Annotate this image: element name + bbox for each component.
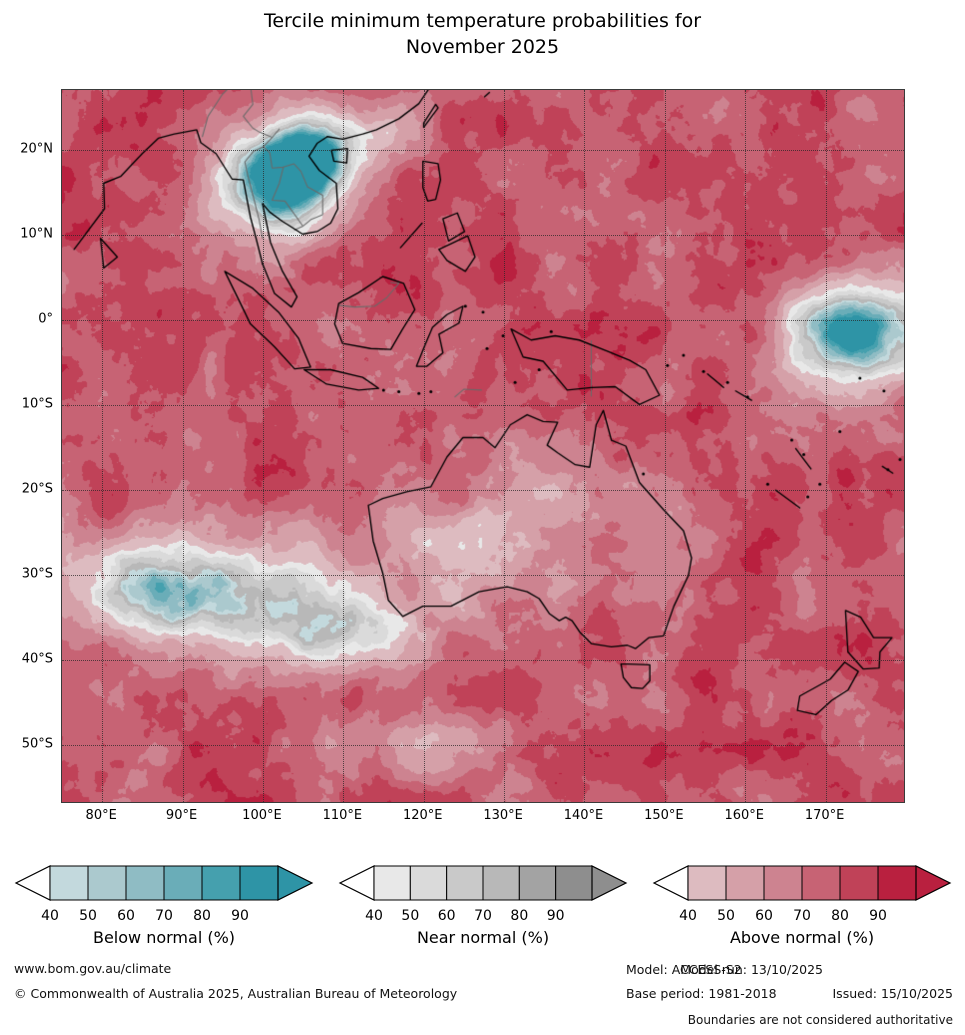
colorbar-swatch (163, 865, 203, 901)
colorbar-tick-label: 90 (546, 908, 565, 924)
y-axis-tick-label: 30°S (21, 566, 53, 581)
colorbar-tick-label: 90 (869, 908, 887, 924)
colorbar-swatch (125, 865, 165, 901)
colorbar-tick-label: 90 (231, 908, 249, 924)
x-axis-tick-label: 90°E (165, 808, 198, 823)
colorbar-under-arrow (338, 865, 375, 901)
colorbar-tick-label: 80 (831, 908, 849, 924)
y-axis-tick-label: 50°S (21, 736, 53, 751)
colorbar-below: 40 50 60 70 80 90 Below normal (%) (14, 862, 314, 954)
colorbar-tick-label: 70 (793, 908, 811, 924)
colorbar-over-arrow (915, 865, 952, 901)
colorbar-swatch (409, 865, 448, 901)
x-axis-tick-label: 120°E (402, 808, 443, 823)
colorbar-tick-label: 60 (117, 908, 135, 924)
footer-model-run: Model run: 13/10/2025 (680, 962, 823, 977)
x-axis-tick-label: 170°E (804, 808, 845, 823)
colorbar-swatches-near (338, 865, 628, 901)
colorbar-over-arrow (591, 865, 628, 901)
footer-base-period: Base period: 1981-2018 (626, 986, 777, 1001)
colorbar-swatch (87, 865, 127, 901)
footer-issued: Issued: 15/10/2025 (832, 986, 954, 1001)
colorbar-swatch (482, 865, 520, 901)
colorbar-tick-label: 50 (79, 908, 97, 924)
x-axis-tick-label: 80°E (85, 808, 117, 823)
colorbar-tick-label: 60 (437, 908, 456, 924)
colorbar-swatch (877, 865, 917, 901)
x-axis-tick-label: 110°E (322, 808, 363, 823)
colorbar-swatches-above (652, 865, 952, 901)
colorbar-title-above: Above normal (%) (729, 928, 875, 947)
probability-map-canvas (62, 90, 904, 802)
page-title: Tercile minimum temperature probabilitie… (263, 10, 702, 58)
x-axis-tick-label: 140°E (563, 808, 604, 823)
colorbar-swatch (518, 865, 557, 901)
colorbar-tick-label: 40 (679, 908, 697, 924)
footer-boundaries-disclaimer: Boundaries are not considered authoritat… (687, 1013, 953, 1027)
colorbar-swatch (725, 865, 765, 901)
colorbar-swatch (839, 865, 879, 901)
colorbar-swatch (239, 865, 279, 901)
y-axis-tick-label: 20°S (21, 481, 53, 496)
colorbar-swatch (687, 865, 727, 901)
colorbar-tick-label: 80 (193, 908, 211, 924)
y-axis-tick-label: 20°N (20, 141, 53, 156)
colorbar-title-below: Below normal (%) (92, 928, 236, 947)
x-axis-tick-label: 100°E (242, 808, 282, 823)
colorbar-swatch (555, 865, 593, 901)
x-axis-tick-label: 130°E (483, 808, 523, 823)
map-plot-area[interactable] (61, 89, 905, 803)
x-axis-tick-label: 150°E (644, 808, 684, 823)
colorbar-swatch (49, 865, 89, 901)
colorbar-swatch (201, 865, 241, 901)
colorbar-above: 40 50 60 70 80 90 Above normal (%) (652, 862, 952, 954)
colorbar-under-arrow (14, 865, 51, 901)
colorbar-near: 40 50 60 70 80 90 Near normal (%) (338, 862, 628, 954)
y-axis-tick-label: 10°S (21, 396, 53, 411)
colorbar-under-arrow (652, 865, 689, 901)
colorbar-over-arrow (277, 865, 314, 901)
colorbar-swatch (763, 865, 803, 901)
colorbar-tick-label: 80 (510, 908, 529, 924)
colorbar-tick-label: 70 (155, 908, 173, 924)
colorbar-tick-label: 50 (717, 908, 735, 924)
colorbar-tick-label: 70 (474, 908, 492, 924)
x-axis-tick-label: 160°E (724, 808, 764, 823)
colorbar-swatch (801, 865, 841, 901)
colorbar-swatch (373, 865, 411, 901)
y-axis-tick-label: 40°S (21, 651, 53, 666)
colorbar-swatches-below (14, 865, 314, 901)
footer-model: Model: ACCESS-S2 (626, 962, 742, 977)
colorbar-tick-label: 50 (401, 908, 420, 924)
footer-url[interactable]: www.bom.gov.au/climate (14, 961, 172, 976)
colorbar-swatch (446, 865, 484, 901)
y-axis-tick-label: 10°N (20, 226, 53, 241)
footer-copyright: © Commonwealth of Australia 2025, Austra… (14, 986, 458, 1001)
colorbar-tick-label: 60 (755, 908, 773, 924)
colorbar-title-near: Near normal (%) (416, 928, 550, 947)
y-axis-tick-label: 0° (38, 311, 53, 326)
colorbar-tick-label: 40 (365, 908, 383, 924)
colorbar-tick-label: 40 (41, 908, 59, 924)
